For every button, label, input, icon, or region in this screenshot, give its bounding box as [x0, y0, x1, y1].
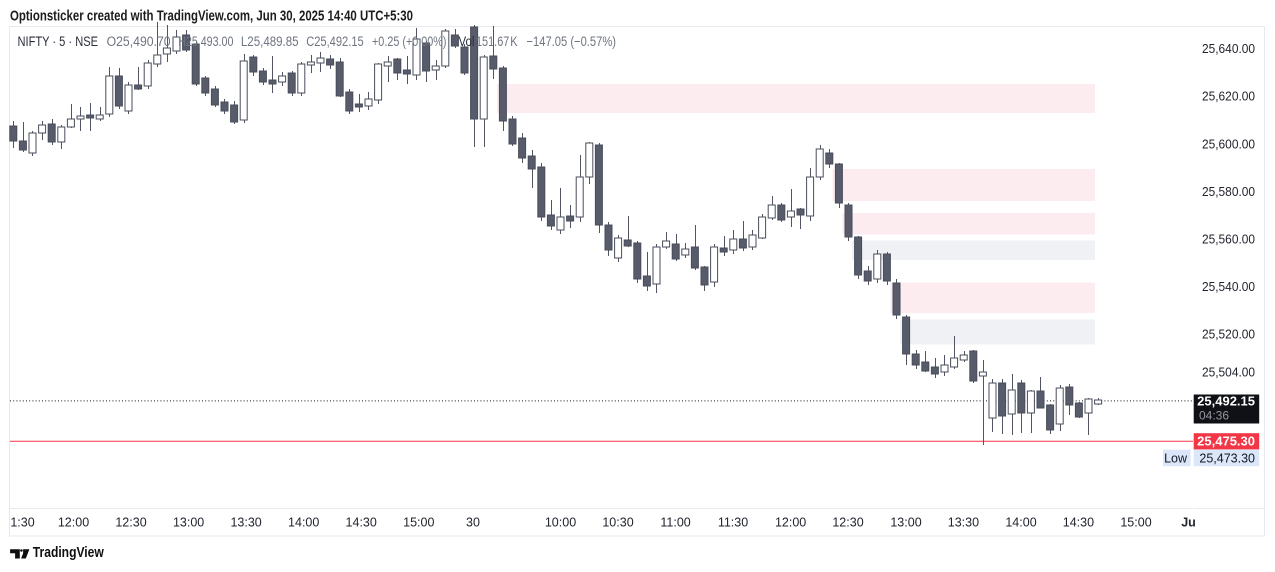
svg-text:12:30: 12:30 — [832, 516, 863, 530]
svg-text:25,640.00: 25,640.00 — [1202, 42, 1255, 56]
svg-text:14:00: 14:00 — [288, 516, 319, 530]
svg-text:11:00: 11:00 — [660, 516, 690, 530]
svg-text:1:30: 1:30 — [10, 516, 34, 530]
svg-text:13:30: 13:30 — [230, 516, 261, 530]
svg-text:Ju: Ju — [1181, 516, 1196, 530]
svg-text:04:36: 04:36 — [1199, 409, 1229, 423]
svg-text:13:00: 13:00 — [173, 516, 204, 530]
svg-text:H25,493.00: H25,493.00 — [178, 34, 233, 49]
svg-text:O25,490.70: O25,490.70 — [107, 34, 171, 49]
svg-text:14:30: 14:30 — [1063, 516, 1094, 530]
svg-text:−147.05 (−0.57%): −147.05 (−0.57%) — [527, 34, 617, 49]
svg-text:Low: Low — [1164, 451, 1188, 465]
svg-text:25,492.15: 25,492.15 — [1197, 393, 1255, 408]
svg-text:15:00: 15:00 — [403, 516, 434, 530]
svg-text:15:00: 15:00 — [1120, 516, 1151, 530]
svg-text:10:00: 10:00 — [545, 516, 576, 530]
svg-text:151.67 K: 151.67 K — [476, 34, 518, 49]
svg-text:25,504.00: 25,504.00 — [1202, 365, 1255, 379]
svg-text:+0.25 (+0.00%): +0.25 (+0.00%) — [372, 34, 447, 49]
svg-text:25,540.00: 25,540.00 — [1202, 280, 1255, 294]
svg-text:C25,492.15: C25,492.15 — [306, 34, 364, 49]
svg-text:14:30: 14:30 — [346, 516, 377, 530]
svg-text:25,560.00: 25,560.00 — [1202, 232, 1255, 246]
svg-text:25,620.00: 25,620.00 — [1202, 90, 1255, 104]
svg-text:12:00: 12:00 — [58, 516, 89, 530]
svg-text:10:30: 10:30 — [602, 516, 633, 530]
svg-text:25,473.30: 25,473.30 — [1199, 451, 1255, 465]
svg-text:13:00: 13:00 — [890, 516, 921, 530]
svg-text:L25,489.85: L25,489.85 — [241, 34, 299, 49]
svg-text:12:30: 12:30 — [115, 516, 146, 530]
svg-text:11:30: 11:30 — [718, 516, 748, 530]
svg-text:25,600.00: 25,600.00 — [1202, 137, 1255, 151]
svg-text:TradingView: TradingView — [33, 545, 105, 561]
svg-text:Vol: Vol — [459, 34, 475, 49]
svg-text:12:00: 12:00 — [775, 516, 806, 530]
svg-text:25,580.00: 25,580.00 — [1202, 185, 1255, 199]
svg-text:14:00: 14:00 — [1005, 516, 1036, 530]
svg-text:Optionsticker created with Tra: Optionsticker created with TradingView.c… — [10, 8, 413, 25]
svg-text:25,520.00: 25,520.00 — [1202, 327, 1255, 341]
svg-text:13:30: 13:30 — [948, 516, 979, 530]
svg-text:25,475.30: 25,475.30 — [1197, 434, 1255, 449]
svg-text:30: 30 — [466, 516, 480, 530]
svg-text:NIFTY · 5 · NSE: NIFTY · 5 · NSE — [18, 34, 99, 49]
